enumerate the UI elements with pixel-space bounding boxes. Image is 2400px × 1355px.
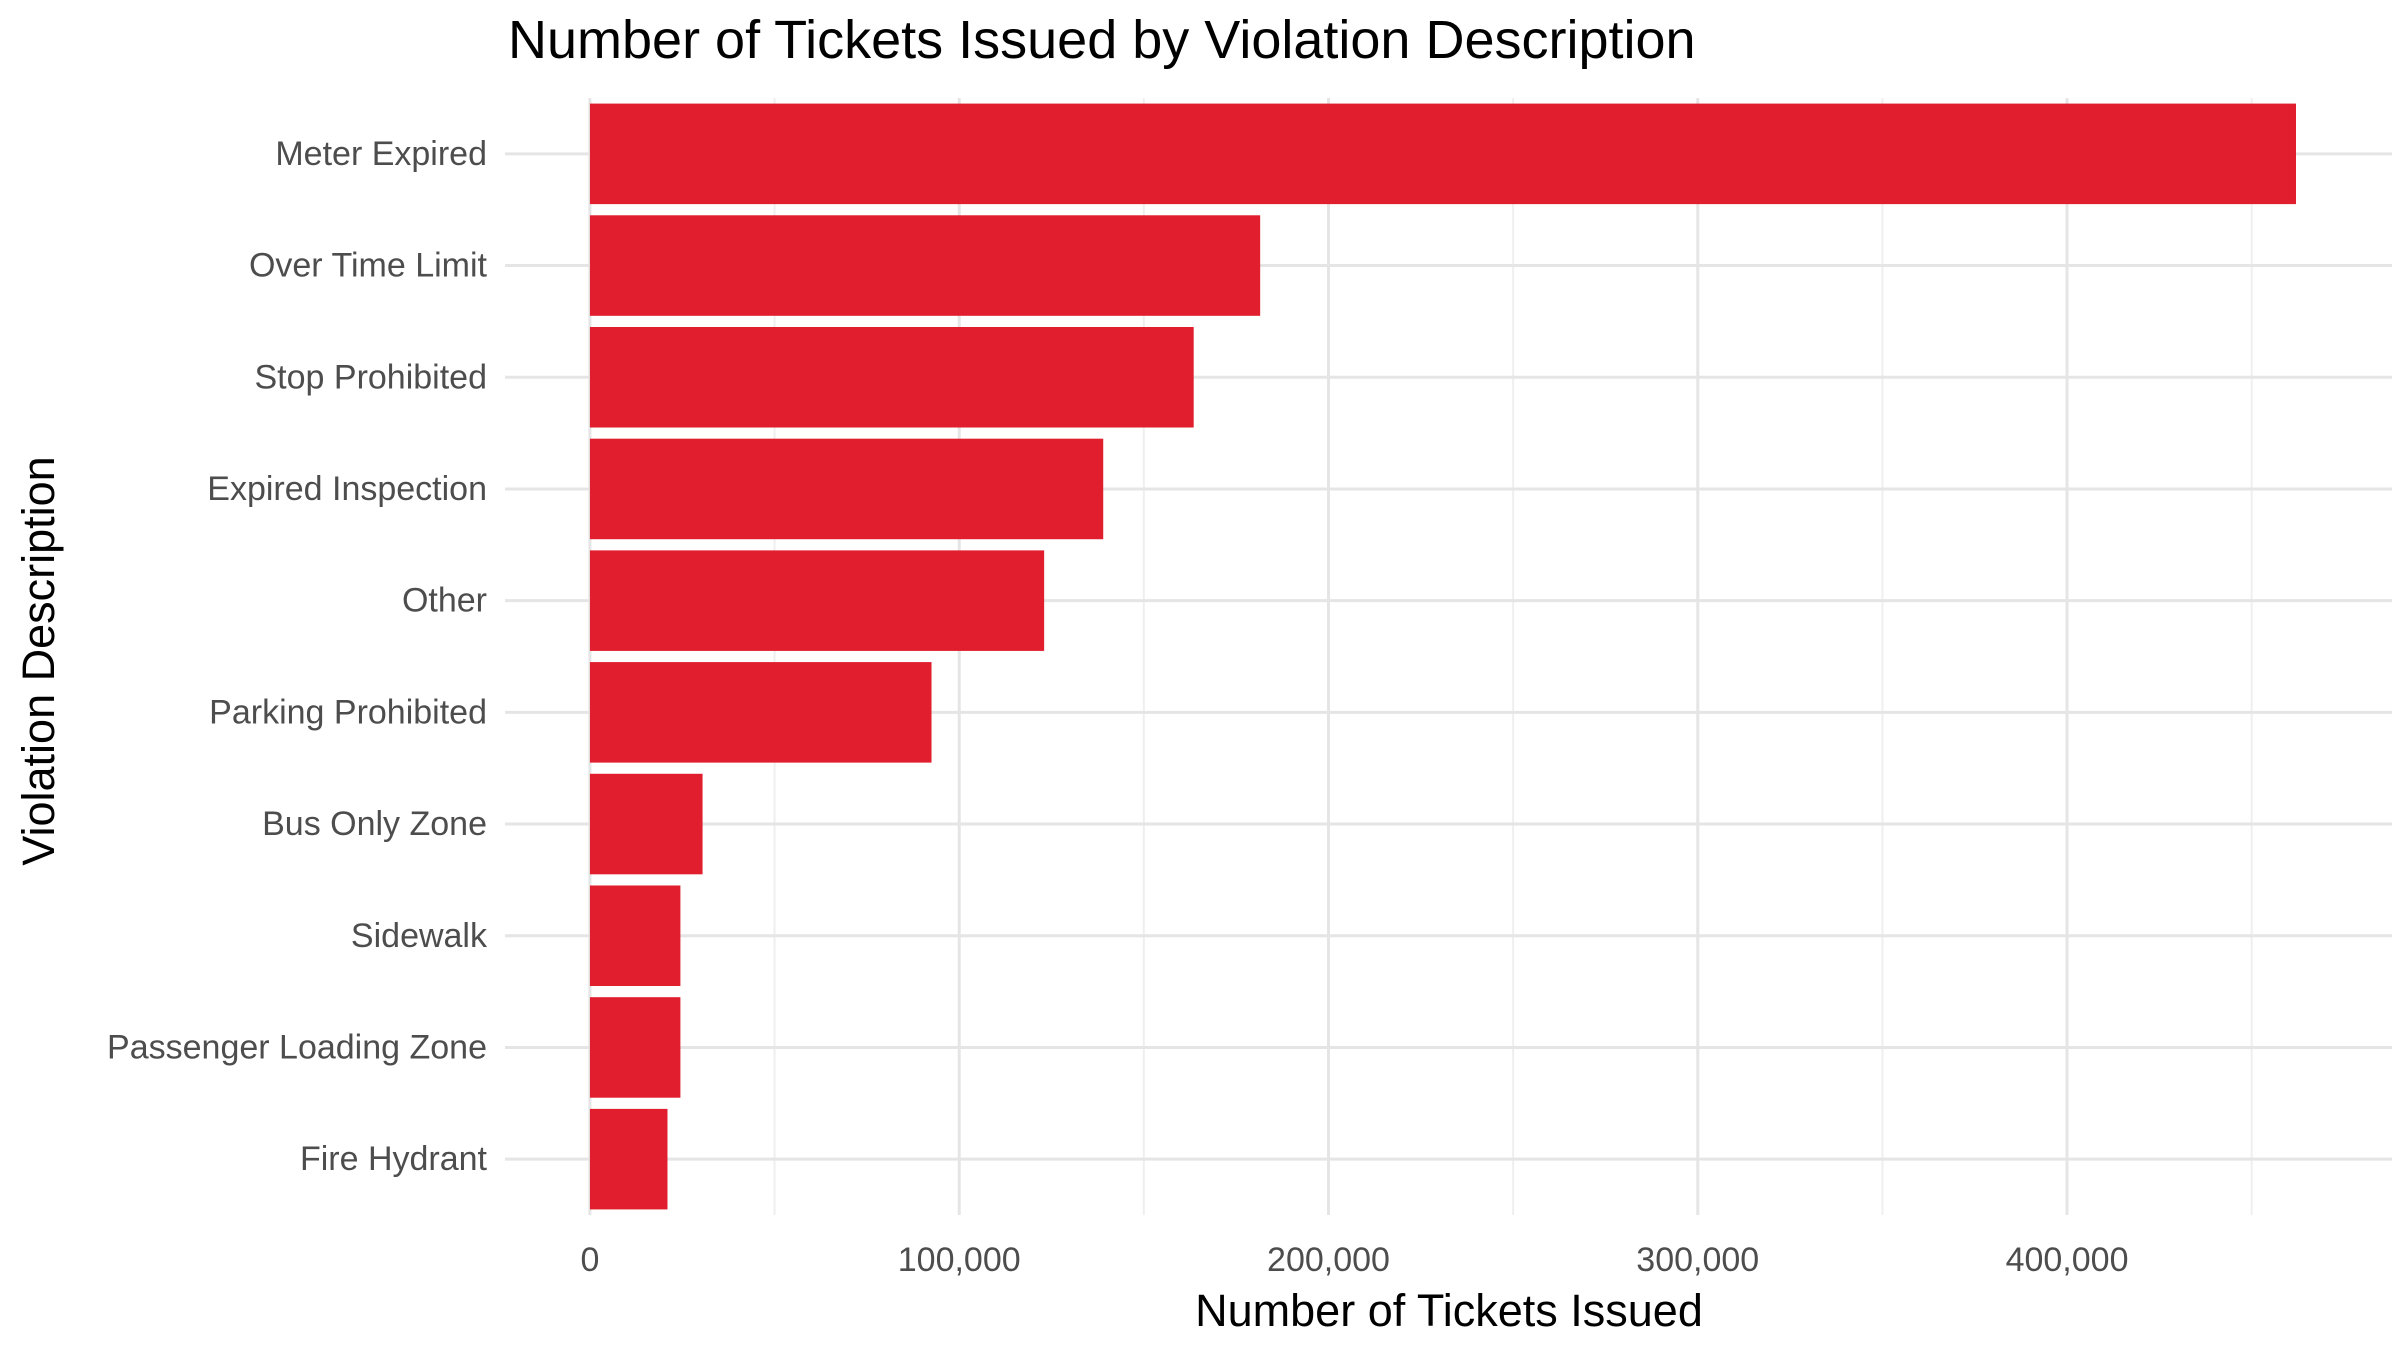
y-tick-label: Passenger Loading Zone — [107, 1028, 487, 1066]
y-axis-tick-labels: Meter Expired Over Time Limit Stop Prohibi… — [107, 135, 488, 1178]
x-tick-label: 300,000 — [1636, 1241, 1759, 1279]
bar-expired-inspection — [589, 438, 1104, 540]
x-axis-title: Number of Tickets Issued — [1195, 1285, 1703, 1336]
bar-other — [589, 550, 1045, 651]
bar-bus-only-zone — [589, 773, 703, 875]
bar-fire-hydrant — [589, 1108, 668, 1210]
bars — [589, 103, 2296, 1210]
y-tick-label: Meter Expired — [275, 135, 487, 173]
bar-stop-prohibited — [589, 326, 1194, 428]
y-tick-label: Fire Hydrant — [300, 1140, 488, 1178]
x-tick-label: 200,000 — [1267, 1241, 1390, 1279]
x-tick-label: 100,000 — [898, 1241, 1021, 1279]
y-tick-label: Parking Prohibited — [209, 693, 487, 731]
bar-parking-prohibited — [589, 662, 932, 763]
bar-meter-expired — [589, 103, 2296, 205]
y-tick-label: Over Time Limit — [249, 247, 488, 285]
bar-over-time-limit — [589, 215, 1261, 316]
y-tick-label: Other — [402, 582, 487, 620]
x-tick-label: 0 — [580, 1241, 599, 1279]
x-axis-tick-labels: 0 100,000 200,000 300,000 400,000 — [580, 1241, 2128, 1279]
y-tick-label: Sidewalk — [351, 917, 488, 955]
y-tick-label: Stop Prohibited — [255, 358, 488, 396]
y-tick-label: Bus Only Zone — [262, 805, 487, 843]
y-axis-title: Violation Description — [13, 456, 64, 865]
bar-sidewalk — [589, 885, 681, 987]
bar-passenger-loading-zone — [589, 997, 681, 1098]
x-tick-label: 400,000 — [2006, 1241, 2129, 1279]
y-tick-label: Expired Inspection — [207, 470, 487, 508]
chart-title: Number of Tickets Issued by Violation De… — [508, 10, 1696, 70]
